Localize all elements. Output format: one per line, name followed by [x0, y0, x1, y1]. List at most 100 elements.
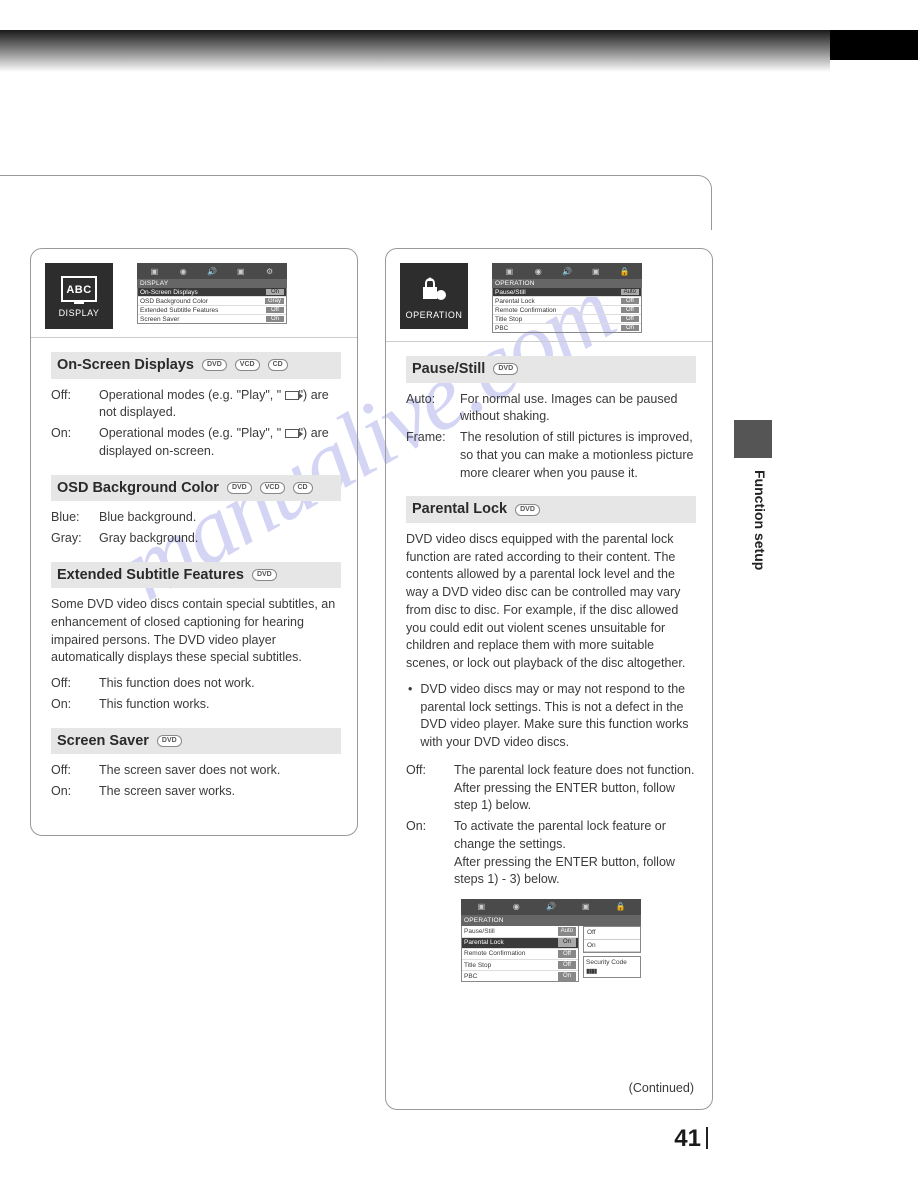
- menu-row: Title StopOff: [462, 960, 578, 971]
- top-frame-border: [0, 175, 712, 230]
- menu-row: Extended Subtitle FeaturesOff: [138, 306, 286, 315]
- submenu-main: Pause/StillAuto Parental LockOn Remote C…: [461, 926, 579, 982]
- section-header: OSD Background Color DVD VCD CD: [51, 475, 341, 502]
- menu-row: PBCOn: [462, 971, 578, 981]
- side-tab-marker: [734, 420, 772, 458]
- option-val: Operational modes (e.g. "Play", " ") are…: [99, 425, 341, 461]
- menu-tabs: ▣ ◉ 🔊 ▣ ⚙: [137, 263, 287, 279]
- section-header: Parental Lock DVD: [406, 496, 696, 523]
- tab-icon: ⚙: [261, 265, 279, 277]
- submenu-side: Off On Security Code ▮▮▮▮: [583, 926, 641, 978]
- submenu-option: Off: [584, 927, 640, 939]
- option-row: Gray:Gray background.: [51, 530, 341, 548]
- section-header: Extended Subtitle Features DVD: [51, 562, 341, 589]
- menu-row: Parental LockOn: [462, 938, 578, 949]
- operation-badge-label: OPERATION: [406, 310, 463, 320]
- disc-tag: CD: [293, 482, 313, 494]
- operation-badge: OPERATION: [400, 263, 468, 329]
- tab-icon: ▣: [577, 901, 595, 913]
- top-gradient: [0, 30, 830, 72]
- continued-label: (Continued): [629, 1081, 694, 1095]
- submenu-option: On: [584, 940, 640, 952]
- tab-icon: 🔊: [542, 901, 560, 913]
- display-panel-head: ABC DISPLAY ▣ ◉ 🔊 ▣ ⚙ DISPLAY On-Screen …: [31, 249, 357, 338]
- option-row: Off:The parental lock feature does not f…: [406, 762, 696, 815]
- operation-panel-head: OPERATION ▣ ◉ 🔊 ▣ 🔒 OPERATION Pause/Stil…: [386, 249, 712, 342]
- camera-icon: [285, 391, 299, 400]
- bullet-item: DVD video discs may or may not respond t…: [406, 681, 696, 752]
- option-row: Blue:Blue background.: [51, 509, 341, 527]
- disc-tag: VCD: [235, 359, 260, 371]
- operation-panel-body: Pause/Still DVD Auto:For normal use. Ima…: [386, 342, 712, 994]
- menu-header-label: DISPLAY: [137, 279, 287, 288]
- tab-icon: ▣: [145, 265, 163, 277]
- menu-tabs: ▣ ◉ 🔊 ▣ 🔒: [461, 899, 641, 915]
- svg-text:ABC: ABC: [66, 284, 91, 296]
- section-title: Screen Saver: [57, 731, 149, 752]
- menu-items: On-Screen DisplaysOn OSD Background Colo…: [137, 288, 287, 324]
- section-header: On-Screen Displays DVD VCD CD: [51, 352, 341, 379]
- menu-row: Pause/StillAuto: [462, 926, 578, 937]
- tab-icon: ▣: [472, 901, 490, 913]
- tab-icon: ◉: [174, 265, 192, 277]
- tab-icon: ◉: [529, 265, 547, 277]
- display-menu-thumbnail: ▣ ◉ 🔊 ▣ ⚙ DISPLAY On-Screen DisplaysOn O…: [137, 263, 287, 324]
- menu-header-label: OPERATION: [461, 915, 641, 926]
- menu-items: Pause/StillAuto Parental LockOff Remote …: [492, 288, 642, 333]
- operation-menu-thumbnail: ▣ ◉ 🔊 ▣ 🔒 OPERATION Pause/StillAuto Pare…: [492, 263, 642, 333]
- tab-icon: 🔊: [203, 265, 221, 277]
- lock-key-icon: [415, 273, 453, 307]
- menu-row: OSD Background ColorGray: [138, 297, 286, 306]
- option-row: Off:This function does not work.: [51, 675, 341, 693]
- menu-row: Pause/StillAuto: [493, 288, 641, 297]
- disc-tag: CD: [268, 359, 288, 371]
- tab-icon: ▣: [500, 265, 518, 277]
- tab-icon: ▣: [587, 265, 605, 277]
- section-title: OSD Background Color: [57, 478, 219, 499]
- section-title: On-Screen Displays: [57, 355, 194, 376]
- top-black-bar: [830, 30, 918, 60]
- section-title: Parental Lock: [412, 499, 507, 520]
- menu-row: On-Screen DisplaysOn: [138, 288, 286, 297]
- option-key: On:: [51, 425, 99, 461]
- operation-panel: OPERATION ▣ ◉ 🔊 ▣ 🔒 OPERATION Pause/Stil…: [385, 248, 713, 1110]
- disc-tag: DVD: [493, 363, 518, 375]
- side-section-label: Function setup: [752, 470, 768, 570]
- menu-row: Parental LockOff: [493, 297, 641, 306]
- parental-lock-submenu-thumbnail: ▣ ◉ 🔊 ▣ 🔒 OPERATION Pause/StillAuto Pare…: [461, 899, 641, 982]
- option-key: Off:: [51, 387, 99, 423]
- camera-icon: [285, 429, 299, 438]
- menu-tabs: ▣ ◉ 🔊 ▣ 🔒: [492, 263, 642, 279]
- disc-tag: DVD: [157, 735, 182, 747]
- tab-icon: 🔒: [612, 901, 630, 913]
- menu-row: Remote ConfirmationOff: [462, 949, 578, 960]
- display-panel-body: On-Screen Displays DVD VCD CD Off: Opera…: [31, 338, 357, 816]
- disc-tag: DVD: [202, 359, 227, 371]
- submenu-security-code: Security Code ▮▮▮▮: [583, 956, 641, 978]
- menu-row: Screen SaverOn: [138, 315, 286, 323]
- option-row: On: Operational modes (e.g. "Play", " ")…: [51, 425, 341, 461]
- disc-tag: VCD: [260, 482, 285, 494]
- tab-icon: ◉: [507, 901, 525, 913]
- disc-tag: DVD: [515, 504, 540, 516]
- display-panel: ABC DISPLAY ▣ ◉ 🔊 ▣ ⚙ DISPLAY On-Screen …: [30, 248, 358, 836]
- tab-icon: ▣: [232, 265, 250, 277]
- option-row: On:This function works.: [51, 696, 341, 714]
- disc-tag: DVD: [227, 482, 252, 494]
- disc-tag: DVD: [252, 569, 277, 581]
- menu-row: Remote ConfirmationOff: [493, 306, 641, 315]
- section-para: DVD video discs equipped with the parent…: [406, 531, 696, 673]
- option-row: Off:The screen saver does not work.: [51, 762, 341, 780]
- tab-icon: 🔒: [616, 265, 634, 277]
- tv-abc-icon: ABC: [60, 275, 98, 305]
- menu-row: PBCOn: [493, 324, 641, 332]
- section-title: Extended Subtitle Features: [57, 565, 244, 586]
- option-row: On:The screen saver works.: [51, 783, 341, 801]
- display-badge: ABC DISPLAY: [45, 263, 113, 329]
- section-header: Screen Saver DVD: [51, 728, 341, 755]
- option-row: Auto:For normal use. Images can be pause…: [406, 391, 696, 427]
- option-row: Off: Operational modes (e.g. "Play", " "…: [51, 387, 341, 423]
- option-val: Operational modes (e.g. "Play", " ") are…: [99, 387, 341, 423]
- option-row: On:To activate the parental lock feature…: [406, 818, 696, 889]
- menu-header-label: OPERATION: [492, 279, 642, 288]
